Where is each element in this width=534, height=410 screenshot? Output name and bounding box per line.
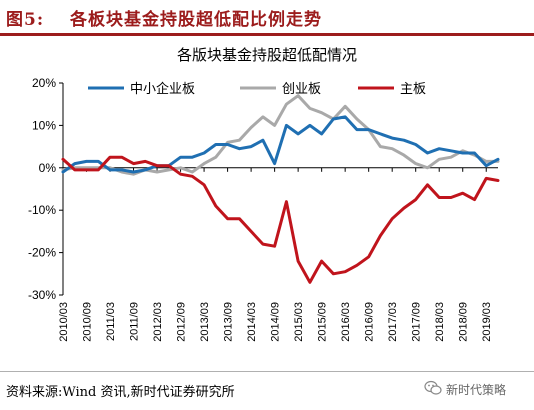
x-tick-label: 2019/03 bbox=[481, 302, 493, 342]
watermark: 新时代策略 bbox=[446, 383, 507, 397]
x-tick-label: 2010/09 bbox=[82, 302, 94, 342]
x-tick-label: 2012/03 bbox=[152, 302, 164, 342]
figure-title: 各板块基金持股超低配比例走势 bbox=[70, 10, 322, 30]
line-chart: -30% -20% -10% 0% 10% 20% 2010/03 2010/09 2011/0… bbox=[28, 76, 500, 342]
x-tick-label: 2018/03 bbox=[434, 302, 446, 342]
footer-rule bbox=[0, 371, 534, 372]
y-tick-label: -30% bbox=[28, 288, 56, 302]
y-tick-label: 0% bbox=[39, 161, 57, 175]
series-sme-board-line bbox=[61, 115, 500, 174]
x-tick-label: 2014/09 bbox=[270, 302, 282, 342]
x-tick-label: 2011/03 bbox=[105, 302, 117, 341]
x-tick-label: 2011/09 bbox=[129, 302, 141, 341]
legend-label-main-board: 主板 bbox=[400, 82, 426, 97]
x-tick-label: 2013/03 bbox=[199, 302, 211, 342]
wechat-icon bbox=[424, 380, 442, 395]
header-rule bbox=[0, 33, 534, 36]
x-tick-label: 2015/03 bbox=[293, 302, 305, 342]
x-tick-label: 2017/09 bbox=[411, 302, 423, 342]
x-tick-label: 2010/03 bbox=[58, 302, 70, 342]
x-tick-label: 2016/03 bbox=[340, 302, 352, 342]
x-tick-label: 2013/09 bbox=[223, 302, 235, 342]
y-tick-label: -20% bbox=[28, 246, 56, 260]
source-note: 资料来源:Wind 资讯,新时代证券研究所 bbox=[6, 385, 235, 400]
x-tick-label: 2016/09 bbox=[364, 302, 376, 342]
chart-title: 各版块基金持股超低配情况 bbox=[176, 46, 357, 64]
y-tick-label: 10% bbox=[32, 118, 56, 132]
y-tick-label: -10% bbox=[28, 203, 56, 217]
x-tick-label: 2017/03 bbox=[387, 302, 399, 342]
x-tick-label: 2012/09 bbox=[176, 302, 188, 342]
y-tick-label: 20% bbox=[32, 76, 56, 90]
figure-header: 图5: 各板块基金持股超低配比例走势 bbox=[0, 0, 534, 34]
x-tick-label: 2015/09 bbox=[317, 302, 329, 342]
legend-label-sme-board: 中小企业板 bbox=[130, 81, 195, 97]
legend-label-gem-board: 创业板 bbox=[282, 82, 321, 97]
x-tick-label: 2014/03 bbox=[246, 302, 258, 342]
series-main-board-line bbox=[61, 155, 500, 284]
series-gem-board-line bbox=[61, 94, 500, 176]
figure-label: 图5: bbox=[6, 10, 45, 30]
x-tick-label: 2018/09 bbox=[458, 302, 470, 342]
